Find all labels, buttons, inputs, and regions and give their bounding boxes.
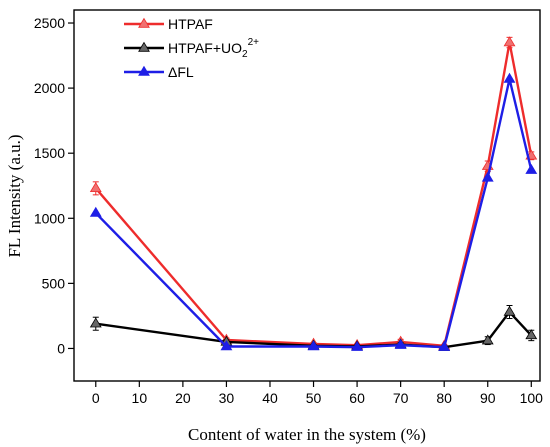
legend-label: ΔFL [168, 64, 194, 80]
data-point [503, 305, 516, 316]
x-tick-label: 100 [520, 390, 544, 406]
data-point [351, 340, 364, 351]
data-point [481, 171, 494, 182]
y-tick-label: 500 [42, 275, 66, 291]
x-tick-label: 20 [175, 390, 191, 406]
data-point [89, 182, 102, 193]
legend-label: HTPAF+UO22+ [168, 37, 259, 60]
x-tick-label: 40 [262, 390, 278, 406]
x-tick-label: 70 [393, 390, 409, 406]
data-point [438, 340, 451, 351]
series-layer [89, 36, 538, 351]
legend-marker [138, 41, 150, 52]
series-line [94, 41, 533, 348]
data-point [503, 72, 516, 83]
x-tick-label: 50 [306, 390, 322, 406]
x-tick-label: 10 [132, 390, 148, 406]
y-tick-label: 0 [57, 340, 65, 356]
series-0 [89, 36, 538, 350]
x-tick-label: 0 [92, 390, 100, 406]
y-axis-title: FL Intensity (a.u.) [5, 134, 24, 257]
y-tick-label: 1000 [34, 210, 65, 226]
data-point [525, 163, 538, 174]
axis-ticks: 0 10 20 30 40 50 60 70 80 90 100050010001500200025… [34, 15, 543, 406]
data-point [89, 317, 102, 328]
x-tick-label: 80 [436, 390, 452, 406]
series-line [94, 77, 533, 349]
y-tick-label: 2000 [34, 80, 65, 96]
legend-marker [138, 17, 150, 28]
legend-label: HTPAF [168, 16, 213, 32]
data-point [220, 340, 233, 351]
data-point [481, 334, 494, 345]
legend-marker [138, 65, 150, 76]
x-tick-label: 60 [349, 390, 365, 406]
data-point [503, 36, 516, 47]
x-axis-title: Content of water in the system (%) [188, 425, 426, 444]
series-2 [89, 72, 538, 351]
legend: HTPAF HTPAF+UO22+ ΔFL [124, 16, 259, 80]
data-point [307, 340, 320, 351]
data-point [89, 206, 102, 217]
data-point [394, 338, 407, 349]
plot-frame [73, 9, 541, 382]
y-tick-label: 1500 [34, 145, 65, 161]
y-tick-label: 2500 [34, 15, 65, 31]
x-tick-label: 90 [480, 390, 496, 406]
x-tick-label: 30 [219, 390, 235, 406]
data-point [525, 329, 538, 340]
